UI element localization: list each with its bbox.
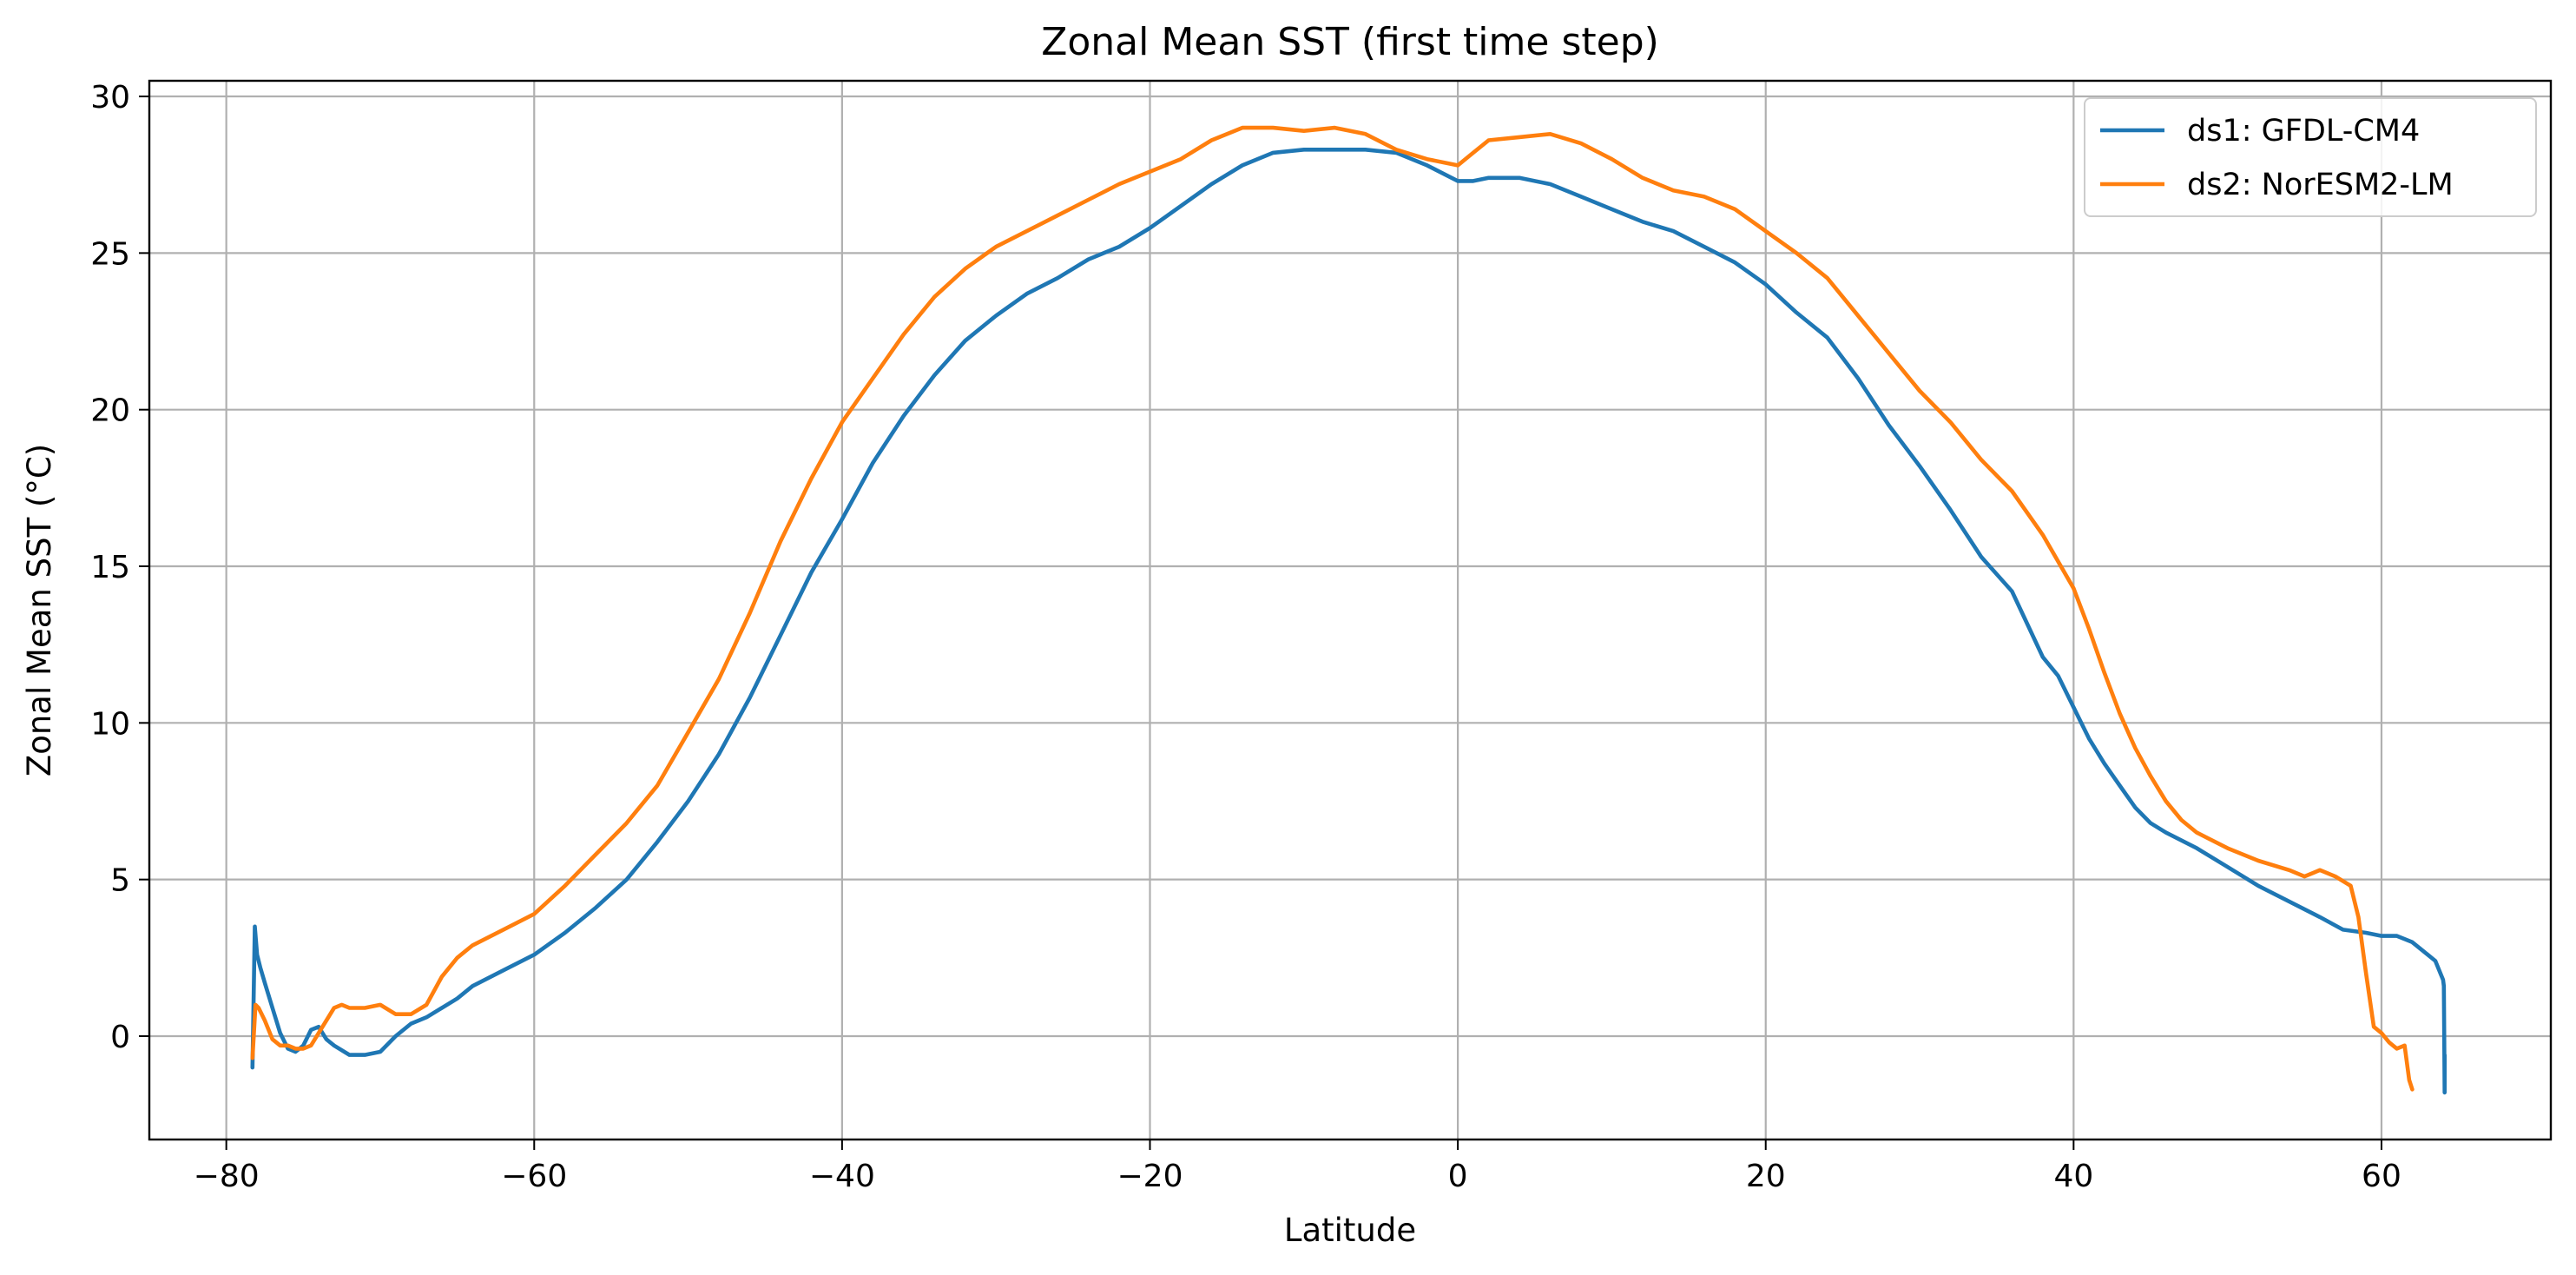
y-tick-label: 0 <box>110 1020 130 1055</box>
axis-ticks: −80 −60 −40 −20 0 20 40 60 0 5 10 15 20 25 30 <box>90 80 2401 1194</box>
x-tick-label: −80 <box>194 1159 260 1194</box>
y-tick-label: 15 <box>90 550 130 585</box>
y-tick-label: 25 <box>90 236 130 272</box>
x-tick-label: 20 <box>1746 1159 1786 1194</box>
chart-title: Zonal Mean SST (first time step) <box>1041 20 1659 64</box>
y-tick-label: 10 <box>90 706 130 742</box>
x-tick-label: 0 <box>1448 1159 1468 1194</box>
legend-box <box>2084 97 2537 217</box>
series-line-1 <box>250 148 2447 1095</box>
y-tick-label: 30 <box>90 80 130 116</box>
plot-frame <box>148 79 2553 1141</box>
y-tick-label: 20 <box>90 393 130 429</box>
grid <box>149 81 2551 1140</box>
y-tick-label: 5 <box>110 863 130 899</box>
x-tick-label: −60 <box>501 1159 567 1194</box>
legend-label-series-1: ds1: GFDL-CM4 <box>2187 114 2420 149</box>
legend-label-series-2: ds2: NorESM2-LM <box>2187 168 2454 202</box>
legend: ds1: GFDL-CM4 ds2: NorESM2-LM <box>2084 97 2537 217</box>
x-tick-label: 60 <box>2362 1159 2401 1194</box>
series-line-2 <box>250 125 2415 1092</box>
series-lines <box>250 125 2447 1095</box>
x-tick-label: −20 <box>1117 1159 1183 1194</box>
x-tick-label: −40 <box>809 1159 875 1194</box>
x-axis-label: Latitude <box>1284 1212 1416 1249</box>
x-tick-label: 40 <box>2053 1159 2093 1194</box>
y-axis-label: Zonal Mean SST (°C) <box>21 444 58 776</box>
